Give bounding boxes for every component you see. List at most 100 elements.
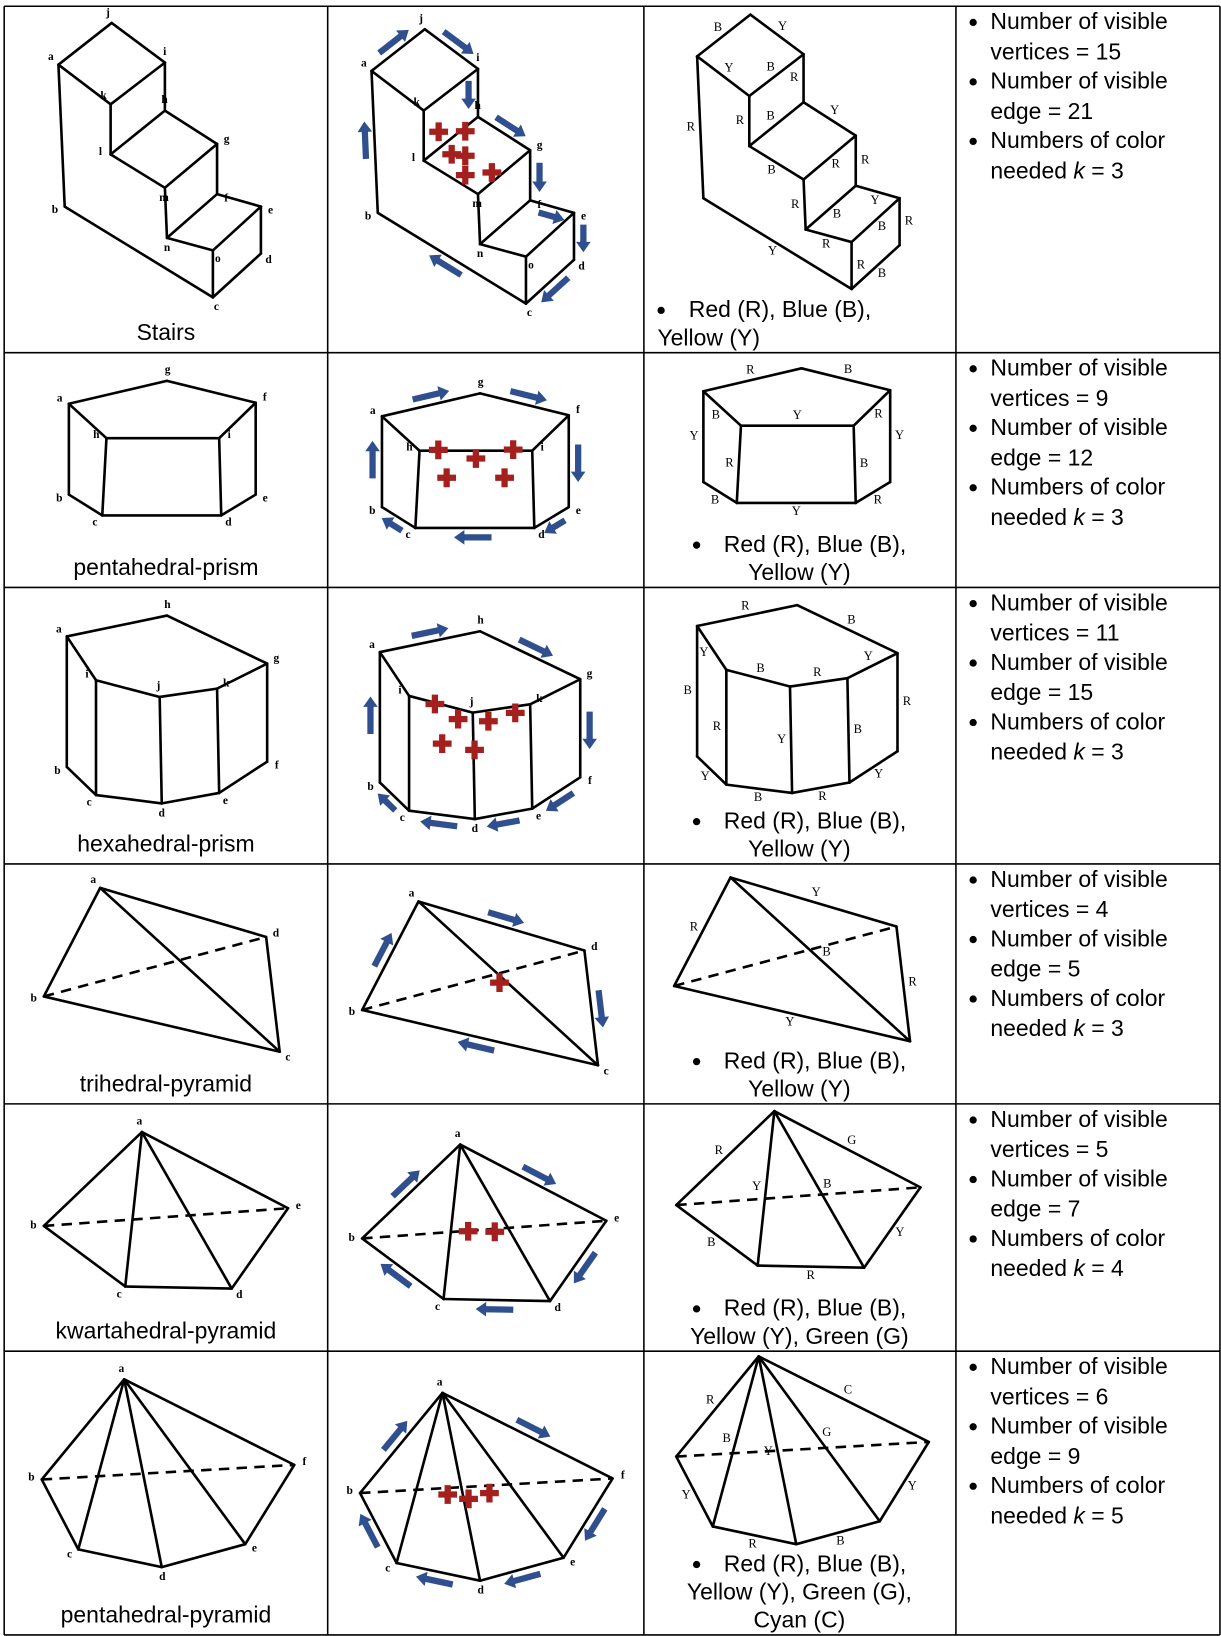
vertex-label: i bbox=[476, 52, 480, 64]
vertex-label: h bbox=[164, 599, 171, 611]
fact: Numbers of color needed k = 3 bbox=[990, 473, 1216, 532]
edge-color-label: B bbox=[766, 109, 774, 123]
vertex-label: d bbox=[159, 807, 166, 819]
edge bbox=[674, 1109, 776, 1207]
edge bbox=[476, 192, 482, 246]
fact-text: Numbers of color needed bbox=[990, 708, 1166, 765]
edge bbox=[264, 935, 281, 1054]
fact: Number of visible vertices = 15 bbox=[990, 7, 1216, 66]
vertex-label: e bbox=[263, 492, 268, 504]
edge-color-label: R bbox=[736, 113, 745, 127]
edge bbox=[524, 211, 576, 258]
arrow bbox=[429, 254, 463, 278]
edge-color-label: B bbox=[756, 661, 764, 675]
fact-variable: k bbox=[1073, 1014, 1085, 1041]
edge bbox=[695, 13, 752, 58]
edge bbox=[802, 178, 807, 231]
edge-color-label: B bbox=[722, 1431, 730, 1445]
edge bbox=[407, 809, 477, 821]
edge bbox=[695, 603, 799, 628]
edge bbox=[67, 402, 108, 440]
legend-item: Red (R), Blue (B), Yellow (Y) bbox=[657, 295, 918, 351]
vertex-label: k bbox=[536, 693, 543, 705]
edge-color-label: Y bbox=[778, 19, 787, 33]
edge bbox=[562, 1477, 614, 1560]
edge-color-label: Y bbox=[699, 645, 708, 659]
edge bbox=[215, 192, 263, 208]
vertex-label: m bbox=[472, 198, 482, 210]
fact: Numbers of color needed k = 5 bbox=[990, 1471, 1216, 1530]
edge bbox=[478, 199, 532, 246]
edge-color-label: Y bbox=[864, 649, 873, 663]
plus-sign bbox=[495, 468, 514, 488]
edge bbox=[711, 1525, 798, 1546]
edge bbox=[528, 702, 534, 810]
vertex-label: e bbox=[614, 1213, 619, 1225]
edge bbox=[478, 392, 571, 417]
vertex-label: d bbox=[159, 1571, 166, 1583]
vertex-label: i bbox=[541, 442, 545, 454]
arrow bbox=[570, 444, 586, 483]
shape-name: trihedral-pyramid bbox=[79, 1070, 253, 1097]
fact-variable: k bbox=[1073, 503, 1085, 530]
arrow bbox=[358, 1513, 381, 1549]
edge bbox=[219, 493, 257, 517]
edge bbox=[878, 1440, 931, 1523]
vertex-label: c bbox=[385, 1562, 390, 1574]
vertex-label: a bbox=[137, 1116, 143, 1128]
fact: Numbers of color needed k = 3 bbox=[990, 707, 1216, 766]
vertex-label: b bbox=[56, 492, 62, 504]
fact: Numbers of color needed k = 4 bbox=[990, 1224, 1216, 1283]
edge bbox=[109, 153, 167, 190]
edge bbox=[358, 1491, 398, 1565]
edge-color-label: R bbox=[874, 407, 883, 421]
edge bbox=[163, 109, 219, 146]
edge-color-label: R bbox=[908, 975, 917, 989]
vertex-label: g bbox=[537, 140, 543, 152]
edge bbox=[380, 415, 421, 453]
plus-sign bbox=[429, 122, 449, 142]
legend-item: Red (R), Blue (B), Yellow (Y) bbox=[669, 1047, 930, 1103]
edge-color-label: B bbox=[847, 613, 855, 627]
vertex-label: c bbox=[527, 307, 532, 319]
legend-item: Red (R), Blue (B), Yellow (Y) bbox=[669, 807, 930, 863]
plus-sign bbox=[466, 449, 486, 468]
vertex-label: f bbox=[576, 404, 580, 416]
edge bbox=[65, 614, 169, 638]
edge bbox=[773, 1109, 866, 1269]
fact: Number of visible edge = 12 bbox=[990, 413, 1216, 472]
vertex-label: n bbox=[477, 248, 484, 260]
edge bbox=[215, 662, 269, 690]
edge bbox=[123, 1285, 233, 1290]
edge bbox=[422, 67, 480, 112]
edge-color-label: B bbox=[822, 944, 830, 958]
edge-color-label: R bbox=[746, 363, 755, 377]
vertex-label: b bbox=[348, 1232, 354, 1244]
edge bbox=[794, 1519, 882, 1546]
fact-text: Numbers of color needed bbox=[990, 473, 1166, 530]
edge bbox=[674, 1355, 760, 1458]
edge bbox=[370, 27, 427, 73]
vertex-label: h bbox=[161, 94, 168, 106]
vertex-label: b bbox=[30, 1219, 36, 1231]
edge bbox=[471, 711, 477, 821]
arrow bbox=[515, 1417, 551, 1439]
edge bbox=[702, 389, 743, 427]
color-legend: Red (R), Blue (B), Yellow (Y) bbox=[669, 1047, 930, 1103]
vertex-label: o bbox=[528, 259, 534, 271]
vertex-label: f bbox=[263, 391, 267, 403]
arrow bbox=[537, 209, 565, 225]
edge bbox=[417, 900, 586, 952]
shape-name: hexahedral-prism bbox=[77, 830, 255, 857]
vertex-label: c bbox=[117, 1289, 122, 1301]
vertex-label: k bbox=[414, 96, 421, 108]
edge bbox=[98, 886, 281, 1054]
edge-color-label: R bbox=[813, 665, 822, 679]
edge bbox=[788, 676, 849, 688]
edge bbox=[846, 676, 851, 784]
vertex-label: c bbox=[285, 1052, 290, 1064]
vertex-label: f bbox=[621, 1470, 625, 1482]
hidden-edge bbox=[361, 949, 585, 1012]
vertex-label: c bbox=[214, 301, 219, 313]
arrow bbox=[357, 121, 373, 160]
